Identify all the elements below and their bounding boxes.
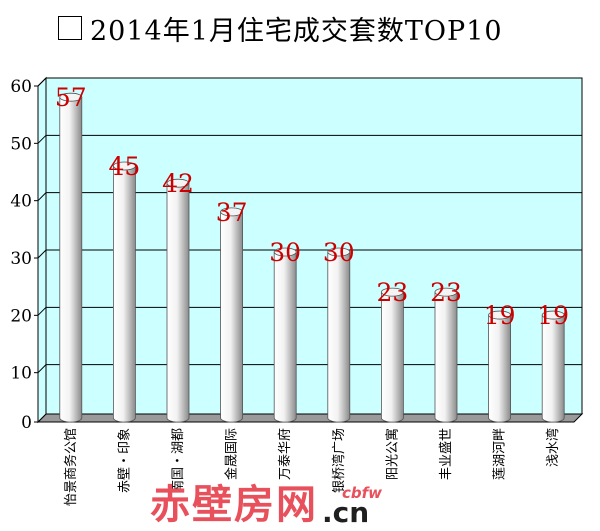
x-tick-label: 阳光公寓: [384, 428, 400, 480]
watermark: 赤壁房网 cbfw .cn: [150, 478, 412, 529]
y-tick-label: 40: [10, 192, 32, 212]
bar-value-label: 19: [484, 301, 516, 330]
bar-value-label: 37: [216, 198, 248, 227]
x-tick-label: 万泰华府: [278, 428, 293, 480]
x-tick-label: 金晟国际: [224, 428, 240, 480]
x-tick-label: 莲湖河畔: [493, 428, 508, 480]
bar: [434, 287, 458, 423]
x-tick-label: 浅水湾: [545, 428, 561, 467]
plot-side-wall: [37, 76, 47, 424]
x-tick-label: 银桥湾广场: [331, 428, 347, 493]
bar: [541, 310, 565, 423]
bar: [488, 310, 512, 423]
bar-value-label: 30: [269, 238, 301, 267]
watermark-domain: .cn: [322, 496, 370, 529]
bar-value-label: 23: [376, 278, 408, 307]
title-square-icon: [58, 16, 82, 40]
x-tick-label: 怡景商务公馆: [63, 428, 79, 506]
y-tick-label: 30: [10, 249, 32, 269]
watermark-brand: 赤壁房网: [150, 482, 318, 528]
gridline: [37, 77, 582, 87]
bar-value-label: 23: [430, 278, 462, 307]
y-tick-label: 50: [10, 134, 32, 154]
gridline: [37, 134, 582, 144]
watermark-sub: cbfw: [342, 484, 383, 502]
chart-title-text: 2014年1月住宅成交套数TOP10: [90, 15, 503, 47]
bar-value-label: 45: [108, 152, 140, 181]
y-tick-label: 0: [21, 413, 32, 433]
bar: [380, 287, 404, 423]
bar-value-label: 57: [55, 83, 87, 112]
bar: [273, 247, 297, 423]
gridline: [37, 249, 582, 259]
x-tick-label: 南国・湖都: [170, 428, 186, 493]
bar-value-label: 19: [537, 301, 569, 330]
bar: [166, 178, 190, 423]
bar: [327, 247, 351, 423]
bar-value-label: 30: [323, 238, 355, 267]
bar: [113, 161, 136, 423]
x-tick-label: 丰业盛世: [439, 428, 454, 480]
bar: [59, 92, 83, 423]
x-tick-label: 赤壁・印象: [117, 428, 132, 493]
y-tick-label: 60: [10, 77, 32, 97]
y-tick-label: 20: [10, 306, 32, 326]
y-tick-label: 10: [10, 364, 32, 384]
chart-title: 2014年1月住宅成交套数TOP10: [58, 8, 503, 48]
gridline: [37, 192, 582, 202]
bar-value-label: 42: [162, 169, 194, 198]
bar: [220, 207, 244, 423]
